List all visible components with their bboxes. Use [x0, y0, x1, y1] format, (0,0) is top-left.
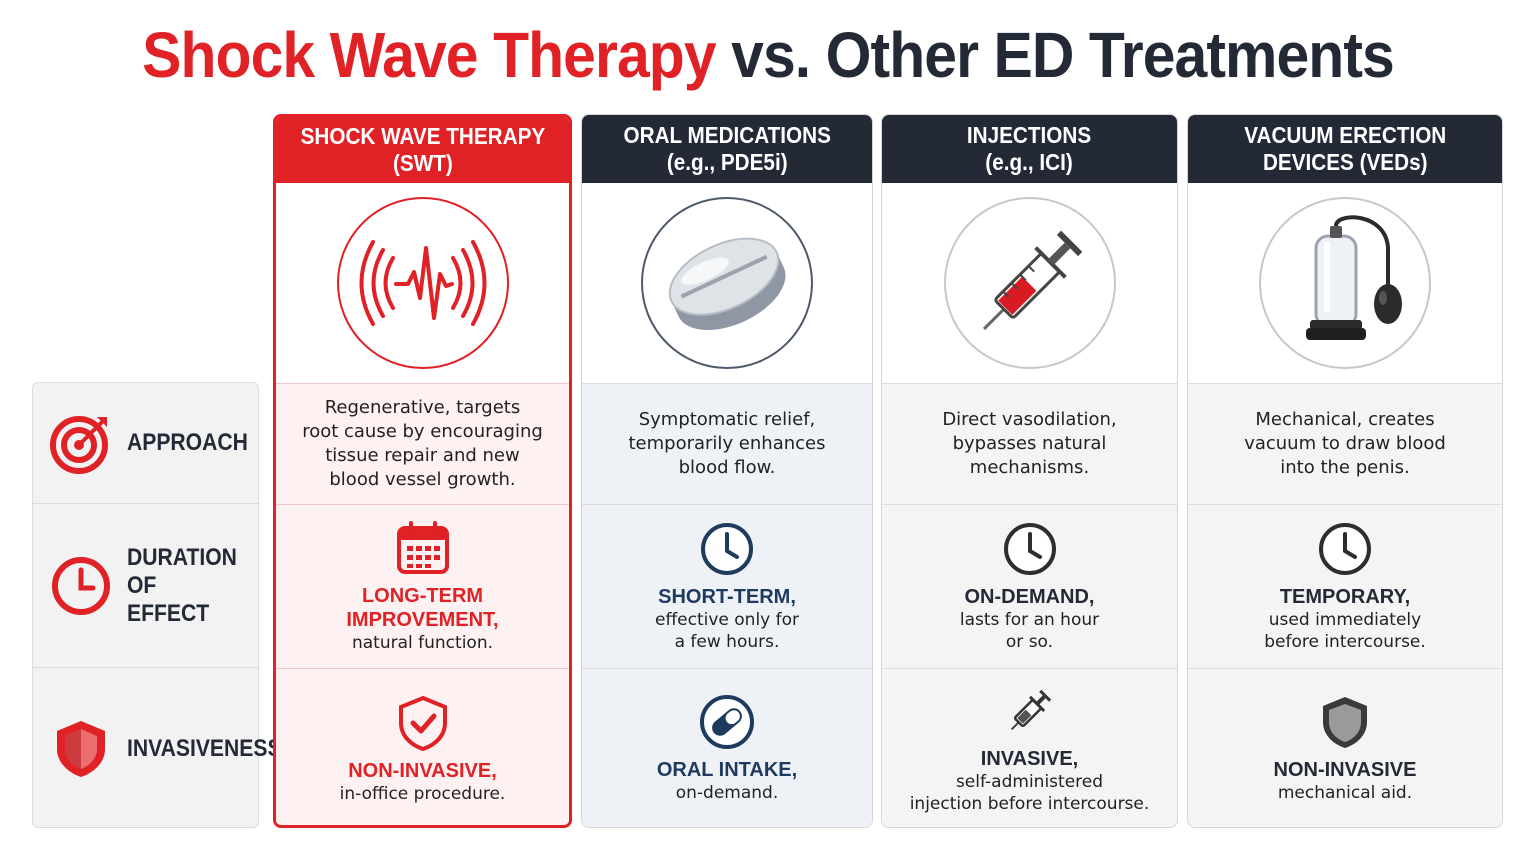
- shield-icon: [57, 720, 105, 777]
- syringe-icon: [982, 230, 1082, 331]
- column-injections: INJECTIONS (e.g., ICI) Direct vasodilati…: [881, 114, 1178, 828]
- column-header: VACUUM ERECTION DEVICES (VEDs): [1188, 115, 1502, 183]
- invasive-strong: NON-INVASIVE: [1273, 759, 1417, 781]
- column-header: ORAL MEDICATIONS (e.g., PDE5i): [582, 115, 872, 183]
- syringe-icon: [1010, 689, 1051, 731]
- cell-invasiveness: INVASIVE, self-administered injection be…: [882, 668, 1177, 827]
- cell-approach: Mechanical, creates vacuum to draw blood…: [1188, 383, 1502, 504]
- row-label-text: INVASIVENESS: [127, 734, 282, 762]
- duration-strong: TEMPORARY,: [1279, 585, 1411, 608]
- image-zone: [882, 183, 1177, 383]
- title-rest: vs. Other ED Treatments: [731, 19, 1395, 91]
- cell-duration: LONG-TERM IMPROVEMENT, natural function.: [276, 504, 569, 668]
- clock-icon: [701, 522, 753, 575]
- pill-icon: [668, 237, 786, 331]
- cell-approach: Direct vasodilation, bypasses natural me…: [882, 383, 1177, 504]
- column-header: INJECTIONS (e.g., ICI): [882, 115, 1177, 183]
- duration-sub: effective only for a few hours.: [654, 609, 800, 652]
- row-label-invasiveness: INVASIVENESS: [33, 668, 282, 829]
- duration-strong: SHORT-TERM,: [658, 585, 796, 608]
- image-circle: [336, 197, 509, 369]
- capsule-icon: [700, 695, 754, 749]
- clock-icon: [52, 556, 110, 615]
- vacuum-pump-icon: [1306, 215, 1402, 340]
- cell-invasiveness: ORAL INTAKE, on-demand.: [582, 668, 872, 827]
- duration-strong: ON-DEMAND,: [964, 585, 1095, 608]
- row-label-duration: DURATION OF EFFECT: [33, 504, 260, 668]
- image-zone: [1188, 183, 1502, 383]
- cell-duration: SHORT-TERM, effective only for a few hou…: [582, 504, 872, 668]
- image-zone: [582, 183, 872, 383]
- duration-sub: used immediately before intercourse.: [1264, 609, 1426, 652]
- approach-text: Mechanical, creates vacuum to draw blood…: [1244, 409, 1446, 478]
- title-highlight: Shock Wave Therapy: [142, 19, 716, 91]
- approach-text: Regenerative, targets root cause by enco…: [302, 397, 543, 490]
- shockwave-icon: [359, 240, 486, 326]
- clock-icon: [1003, 522, 1056, 575]
- image-circle: [641, 197, 813, 369]
- invasive-strong: NON-INVASIVE,: [348, 760, 497, 782]
- column-vacuum-erection-devices: VACUUM ERECTION DEVICES (VEDs) Mechanica…: [1187, 114, 1503, 828]
- approach-text: Symptomatic relief, temporarily enhances…: [628, 409, 826, 478]
- invasive-sub: on-demand.: [675, 783, 779, 803]
- cell-approach: Symptomatic relief, temporarily enhances…: [582, 383, 872, 504]
- row-labels-panel: APPROACH DURATION OF EFFECT INVASIVENESS: [32, 382, 282, 829]
- cell-duration: TEMPORARY, used immediately before inter…: [1188, 504, 1502, 668]
- page-title: Shock Wave Therapy vs. Other ED Treatmen…: [61, 18, 1474, 92]
- column-oral-medications: ORAL MEDICATIONS (e.g., PDE5i) Symptomat…: [581, 114, 873, 828]
- invasive-sub: self-administered injection before inter…: [909, 772, 1150, 814]
- clock-icon: [1319, 522, 1371, 575]
- row-label-approach: APPROACH: [33, 383, 260, 504]
- duration-strong: LONG-TERM IMPROVEMENT,: [346, 584, 499, 631]
- row-label-text: DURATION OF EFFECT: [127, 543, 237, 627]
- cell-approach: Regenerative, targets root cause by enco…: [276, 383, 569, 504]
- column-header: SHOCK WAVE THERAPY (SWT): [276, 117, 569, 183]
- invasive-strong: INVASIVE,: [980, 748, 1079, 770]
- image-zone: [276, 183, 569, 383]
- approach-text: Direct vasodilation, bypasses natural me…: [942, 409, 1117, 478]
- invasive-sub: in-office procedure.: [339, 784, 506, 804]
- image-circle: [943, 197, 1116, 369]
- invasive-strong: ORAL INTAKE,: [656, 759, 798, 781]
- shield-icon: [1323, 697, 1367, 748]
- duration-sub: natural function.: [351, 632, 493, 653]
- invasive-sub: mechanical aid.: [1277, 783, 1413, 803]
- column-shock-wave-therapy: SHOCK WAVE THERAPY (SWT) Regenerative, t…: [273, 114, 572, 828]
- cell-duration: ON-DEMAND, lasts for an hour or so.: [882, 504, 1177, 668]
- shield-check-icon: [398, 695, 447, 751]
- row-label-text: APPROACH: [127, 429, 248, 456]
- cell-invasiveness: NON-INVASIVE mechanical aid.: [1188, 668, 1502, 827]
- cell-invasiveness: NON-INVASIVE, in-office procedure.: [276, 668, 569, 825]
- duration-sub: lasts for an hour or so.: [959, 609, 1100, 652]
- target-icon: [50, 416, 108, 474]
- image-circle: [1259, 197, 1431, 369]
- calendar-icon: [396, 520, 449, 574]
